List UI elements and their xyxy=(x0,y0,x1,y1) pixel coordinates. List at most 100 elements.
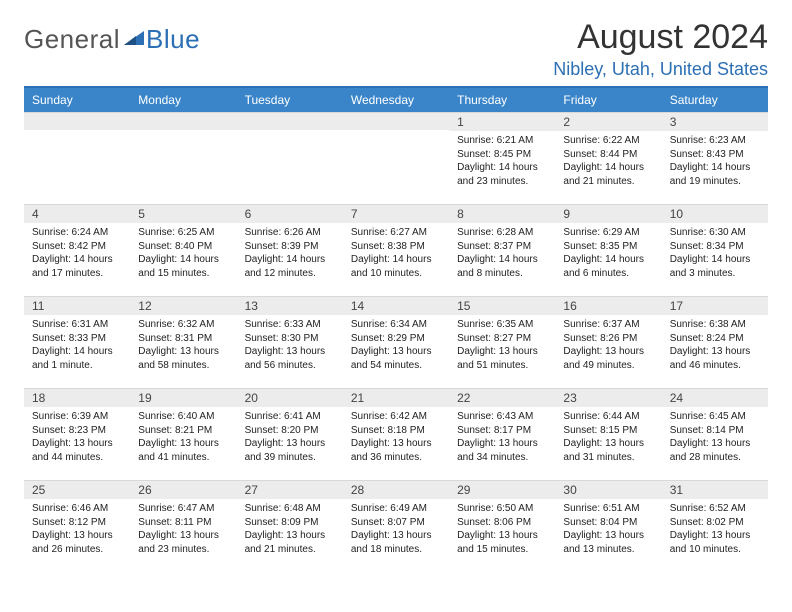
calendar-day-cell: 16Sunrise: 6:37 AMSunset: 8:26 PMDayligh… xyxy=(555,296,661,388)
day-number: 11 xyxy=(24,296,130,315)
day-details: Sunrise: 6:49 AMSunset: 8:07 PMDaylight:… xyxy=(343,499,449,560)
location: Nibley, Utah, United States xyxy=(553,59,768,80)
day-number: 26 xyxy=(130,480,236,499)
calendar-day-cell: 23Sunrise: 6:44 AMSunset: 8:15 PMDayligh… xyxy=(555,388,661,480)
calendar-day-cell: 19Sunrise: 6:40 AMSunset: 8:21 PMDayligh… xyxy=(130,388,236,480)
day-number: 19 xyxy=(130,388,236,407)
day-details: Sunrise: 6:28 AMSunset: 8:37 PMDaylight:… xyxy=(449,223,555,284)
day-number: 9 xyxy=(555,204,661,223)
day-details: Sunrise: 6:22 AMSunset: 8:44 PMDaylight:… xyxy=(555,131,661,192)
calendar-day-cell: 14Sunrise: 6:34 AMSunset: 8:29 PMDayligh… xyxy=(343,296,449,388)
day-details: Sunrise: 6:34 AMSunset: 8:29 PMDaylight:… xyxy=(343,315,449,376)
calendar-week-row: 4Sunrise: 6:24 AMSunset: 8:42 PMDaylight… xyxy=(24,204,768,296)
calendar-day-cell: 21Sunrise: 6:42 AMSunset: 8:18 PMDayligh… xyxy=(343,388,449,480)
calendar-day-cell: 12Sunrise: 6:32 AMSunset: 8:31 PMDayligh… xyxy=(130,296,236,388)
empty-daynum xyxy=(130,112,236,130)
day-details: Sunrise: 6:30 AMSunset: 8:34 PMDaylight:… xyxy=(662,223,768,284)
weekday-header-row: SundayMondayTuesdayWednesdayThursdayFrid… xyxy=(24,88,768,112)
day-details: Sunrise: 6:48 AMSunset: 8:09 PMDaylight:… xyxy=(237,499,343,560)
logo: General Blue xyxy=(24,18,200,55)
day-details: Sunrise: 6:23 AMSunset: 8:43 PMDaylight:… xyxy=(662,131,768,192)
day-details: Sunrise: 6:44 AMSunset: 8:15 PMDaylight:… xyxy=(555,407,661,468)
calendar-day-cell: 4Sunrise: 6:24 AMSunset: 8:42 PMDaylight… xyxy=(24,204,130,296)
day-number: 29 xyxy=(449,480,555,499)
day-number: 7 xyxy=(343,204,449,223)
weekday-header: Sunday xyxy=(24,88,130,112)
day-number: 20 xyxy=(237,388,343,407)
calendar-day-cell xyxy=(130,112,236,204)
logo-mark-icon xyxy=(124,27,144,50)
day-number: 10 xyxy=(662,204,768,223)
day-details: Sunrise: 6:45 AMSunset: 8:14 PMDaylight:… xyxy=(662,407,768,468)
day-number: 3 xyxy=(662,112,768,131)
calendar-day-cell: 20Sunrise: 6:41 AMSunset: 8:20 PMDayligh… xyxy=(237,388,343,480)
day-details: Sunrise: 6:38 AMSunset: 8:24 PMDaylight:… xyxy=(662,315,768,376)
day-details: Sunrise: 6:40 AMSunset: 8:21 PMDaylight:… xyxy=(130,407,236,468)
month-title: August 2024 xyxy=(553,18,768,57)
empty-daynum xyxy=(343,112,449,130)
day-details: Sunrise: 6:51 AMSunset: 8:04 PMDaylight:… xyxy=(555,499,661,560)
day-number: 1 xyxy=(449,112,555,131)
calendar-day-cell: 11Sunrise: 6:31 AMSunset: 8:33 PMDayligh… xyxy=(24,296,130,388)
calendar-day-cell: 28Sunrise: 6:49 AMSunset: 8:07 PMDayligh… xyxy=(343,480,449,572)
day-details: Sunrise: 6:46 AMSunset: 8:12 PMDaylight:… xyxy=(24,499,130,560)
weekday-header: Friday xyxy=(555,88,661,112)
day-number: 2 xyxy=(555,112,661,131)
calendar-body: 1Sunrise: 6:21 AMSunset: 8:45 PMDaylight… xyxy=(24,112,768,572)
empty-daynum xyxy=(24,112,130,130)
day-number: 12 xyxy=(130,296,236,315)
calendar-day-cell: 13Sunrise: 6:33 AMSunset: 8:30 PMDayligh… xyxy=(237,296,343,388)
calendar-day-cell: 6Sunrise: 6:26 AMSunset: 8:39 PMDaylight… xyxy=(237,204,343,296)
calendar-week-row: 1Sunrise: 6:21 AMSunset: 8:45 PMDaylight… xyxy=(24,112,768,204)
weekday-header: Monday xyxy=(130,88,236,112)
day-details: Sunrise: 6:32 AMSunset: 8:31 PMDaylight:… xyxy=(130,315,236,376)
day-details: Sunrise: 6:42 AMSunset: 8:18 PMDaylight:… xyxy=(343,407,449,468)
day-number: 24 xyxy=(662,388,768,407)
day-details: Sunrise: 6:39 AMSunset: 8:23 PMDaylight:… xyxy=(24,407,130,468)
calendar-day-cell: 22Sunrise: 6:43 AMSunset: 8:17 PMDayligh… xyxy=(449,388,555,480)
day-details: Sunrise: 6:52 AMSunset: 8:02 PMDaylight:… xyxy=(662,499,768,560)
day-number: 5 xyxy=(130,204,236,223)
empty-daynum xyxy=(237,112,343,130)
calendar-day-cell xyxy=(24,112,130,204)
day-number: 25 xyxy=(24,480,130,499)
calendar-day-cell: 5Sunrise: 6:25 AMSunset: 8:40 PMDaylight… xyxy=(130,204,236,296)
calendar-day-cell: 18Sunrise: 6:39 AMSunset: 8:23 PMDayligh… xyxy=(24,388,130,480)
day-number: 6 xyxy=(237,204,343,223)
calendar-day-cell: 27Sunrise: 6:48 AMSunset: 8:09 PMDayligh… xyxy=(237,480,343,572)
day-number: 23 xyxy=(555,388,661,407)
day-details: Sunrise: 6:47 AMSunset: 8:11 PMDaylight:… xyxy=(130,499,236,560)
day-details: Sunrise: 6:31 AMSunset: 8:33 PMDaylight:… xyxy=(24,315,130,376)
weekday-header: Thursday xyxy=(449,88,555,112)
day-details: Sunrise: 6:33 AMSunset: 8:30 PMDaylight:… xyxy=(237,315,343,376)
calendar-day-cell: 26Sunrise: 6:47 AMSunset: 8:11 PMDayligh… xyxy=(130,480,236,572)
day-number: 31 xyxy=(662,480,768,499)
day-number: 27 xyxy=(237,480,343,499)
day-number: 13 xyxy=(237,296,343,315)
day-number: 8 xyxy=(449,204,555,223)
day-details: Sunrise: 6:50 AMSunset: 8:06 PMDaylight:… xyxy=(449,499,555,560)
calendar-day-cell: 1Sunrise: 6:21 AMSunset: 8:45 PMDaylight… xyxy=(449,112,555,204)
day-details: Sunrise: 6:35 AMSunset: 8:27 PMDaylight:… xyxy=(449,315,555,376)
weekday-header: Wednesday xyxy=(343,88,449,112)
calendar-day-cell: 24Sunrise: 6:45 AMSunset: 8:14 PMDayligh… xyxy=(662,388,768,480)
day-number: 18 xyxy=(24,388,130,407)
day-number: 16 xyxy=(555,296,661,315)
calendar-day-cell: 25Sunrise: 6:46 AMSunset: 8:12 PMDayligh… xyxy=(24,480,130,572)
weekday-header: Saturday xyxy=(662,88,768,112)
day-details: Sunrise: 6:43 AMSunset: 8:17 PMDaylight:… xyxy=(449,407,555,468)
calendar-day-cell xyxy=(343,112,449,204)
day-number: 15 xyxy=(449,296,555,315)
calendar-week-row: 18Sunrise: 6:39 AMSunset: 8:23 PMDayligh… xyxy=(24,388,768,480)
day-details: Sunrise: 6:24 AMSunset: 8:42 PMDaylight:… xyxy=(24,223,130,284)
day-number: 28 xyxy=(343,480,449,499)
calendar-day-cell: 3Sunrise: 6:23 AMSunset: 8:43 PMDaylight… xyxy=(662,112,768,204)
page-header: General Blue August 2024 Nibley, Utah, U… xyxy=(24,18,768,80)
day-number: 22 xyxy=(449,388,555,407)
calendar-day-cell: 8Sunrise: 6:28 AMSunset: 8:37 PMDaylight… xyxy=(449,204,555,296)
calendar-day-cell: 10Sunrise: 6:30 AMSunset: 8:34 PMDayligh… xyxy=(662,204,768,296)
day-details: Sunrise: 6:25 AMSunset: 8:40 PMDaylight:… xyxy=(130,223,236,284)
day-details: Sunrise: 6:27 AMSunset: 8:38 PMDaylight:… xyxy=(343,223,449,284)
day-number: 14 xyxy=(343,296,449,315)
title-block: August 2024 Nibley, Utah, United States xyxy=(553,18,768,80)
